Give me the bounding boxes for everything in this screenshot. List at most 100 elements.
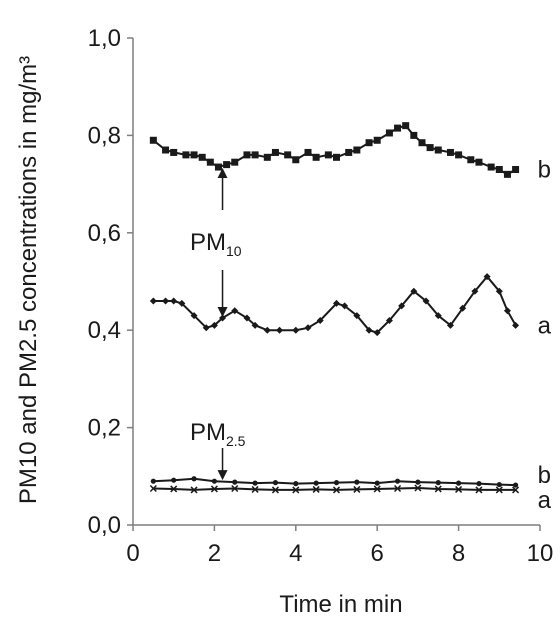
- data-point: [385, 129, 393, 137]
- data-point: [415, 479, 421, 485]
- data-point: [243, 151, 251, 159]
- series-end-label: b: [538, 462, 551, 489]
- data-point: [353, 485, 361, 493]
- data-point: [446, 321, 454, 329]
- x-tick-label: 6: [371, 540, 384, 567]
- data-point: [512, 486, 520, 494]
- data-point: [483, 273, 491, 281]
- y-tick-label: 0,0: [88, 512, 121, 539]
- ticks: 0,0 0,2 0,4 0,6 0,8 1,0 0 2 4 6 8 10: [88, 25, 554, 567]
- series-2: b: [150, 462, 551, 489]
- data-point: [312, 153, 320, 161]
- data-point: [456, 480, 462, 486]
- data-point: [149, 297, 157, 305]
- data-point: [162, 297, 170, 305]
- data-point: [190, 151, 198, 159]
- data-point: [446, 148, 454, 156]
- data-point: [313, 480, 319, 486]
- data-point: [426, 144, 434, 152]
- data-point: [231, 307, 239, 315]
- data-point: [252, 480, 258, 486]
- data-point: [414, 484, 422, 492]
- data-point: [170, 485, 178, 493]
- data-point: [353, 146, 361, 154]
- data-point: [353, 312, 361, 320]
- data-point: [471, 287, 479, 295]
- pm10-annotation-subscript: 10: [226, 243, 242, 259]
- data-point: [263, 153, 271, 161]
- y-tick-label: 0,2: [88, 415, 121, 442]
- data-point: [475, 158, 483, 166]
- data-point: [374, 480, 380, 486]
- data-point: [202, 324, 210, 332]
- data-point: [410, 131, 418, 139]
- data-point: [512, 482, 519, 488]
- data-point: [434, 146, 442, 154]
- data-point: [495, 486, 503, 494]
- data-point: [373, 329, 381, 337]
- data-point: [149, 136, 157, 144]
- series-3: a: [149, 484, 552, 514]
- data-point: [231, 158, 239, 166]
- data-point: [341, 302, 349, 310]
- series-end-label: a: [538, 312, 552, 339]
- axes: [132, 38, 540, 526]
- data-point: [333, 153, 340, 161]
- data-point: [190, 312, 198, 320]
- data-point: [394, 124, 402, 132]
- data-point: [459, 304, 467, 312]
- data-point: [251, 485, 259, 493]
- data-point: [410, 287, 418, 295]
- data-point: [243, 314, 251, 322]
- data-point: [467, 156, 475, 164]
- data-point: [495, 287, 503, 295]
- data-point: [171, 477, 177, 483]
- data-point: [149, 484, 157, 493]
- x-tick-label: 0: [126, 540, 139, 567]
- data-point: [418, 139, 426, 147]
- series-end-label: a: [538, 487, 552, 514]
- series-0: b: [149, 122, 551, 183]
- y-tick-label: 1,0: [88, 25, 121, 52]
- y-axis-label: PM10 and PM2.5 concentrations in mg/m³: [15, 56, 42, 504]
- data-point: [304, 148, 312, 156]
- data-point: [365, 326, 373, 334]
- data-point: [272, 480, 279, 486]
- series-1: a: [149, 273, 552, 339]
- data-point: [434, 312, 442, 320]
- data-point: [503, 170, 511, 178]
- x-tick-label: 10: [527, 540, 554, 567]
- x-axis-label: Time in min: [279, 591, 402, 618]
- data-point: [333, 480, 340, 486]
- y-tick-label: 0,6: [88, 220, 121, 247]
- data-point: [191, 476, 197, 482]
- x-tick-label: 4: [289, 540, 302, 567]
- pm25-annotation-subscript: 2.5: [226, 433, 246, 449]
- data-point: [150, 478, 156, 484]
- data-point: [385, 316, 393, 324]
- pm25-annotation: PM2.5: [190, 419, 246, 449]
- data-point: [271, 486, 279, 494]
- data-point: [211, 478, 217, 484]
- data-point: [210, 321, 218, 329]
- data-point: [324, 151, 332, 159]
- data-point: [284, 151, 292, 159]
- annotations: PM10 PM2.5: [190, 168, 246, 481]
- y-tick-label: 0,4: [88, 317, 121, 344]
- x-tick-label: 8: [452, 540, 465, 567]
- y-tick-label: 0,8: [88, 122, 121, 149]
- data-point: [182, 151, 190, 159]
- data-point: [495, 165, 503, 173]
- data-point: [398, 302, 406, 310]
- data-point: [512, 321, 520, 329]
- data-point: [394, 484, 402, 493]
- data-point: [293, 481, 299, 487]
- data-point: [232, 479, 238, 485]
- data-point: [333, 299, 340, 307]
- data-point: [373, 136, 381, 144]
- data-point: [178, 299, 186, 307]
- series-line: [152, 124, 517, 176]
- data-point: [435, 480, 441, 486]
- data-point: [354, 479, 360, 485]
